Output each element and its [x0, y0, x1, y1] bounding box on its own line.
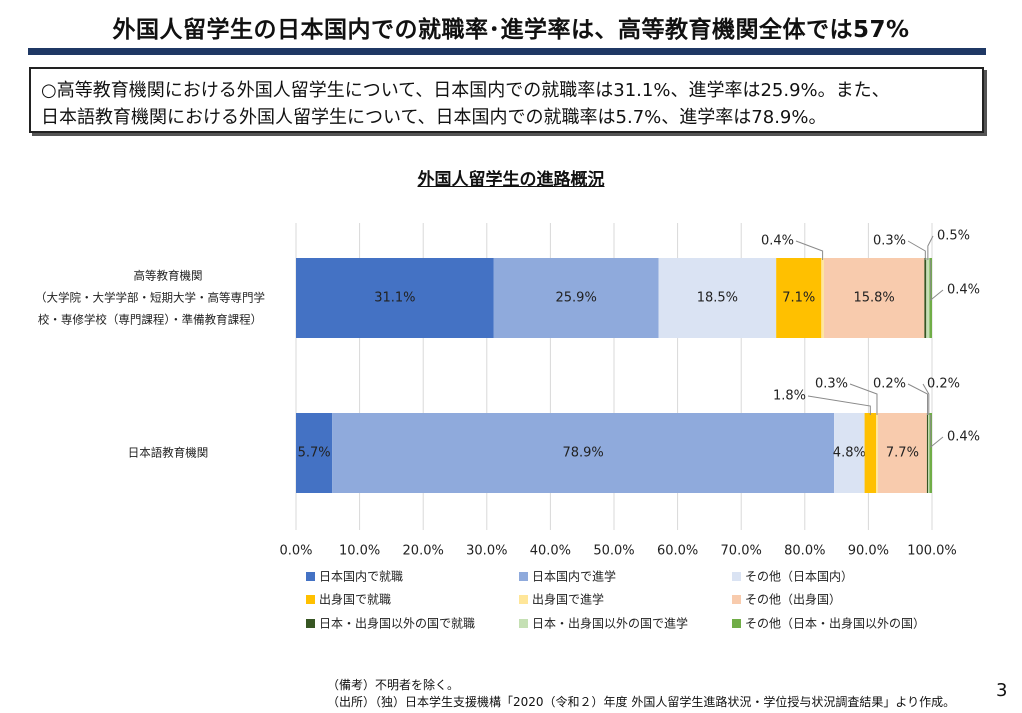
summary-line-1: ○高等教育機関における外国人留学生について、日本国内での就職率は31.1%、進学… [41, 80, 890, 101]
legend-label: その他（日本国内） [745, 570, 853, 584]
legend-label: その他（出身国） [745, 592, 841, 607]
bar-segment [928, 413, 930, 493]
legend-swatch [306, 572, 315, 581]
leader-line [907, 240, 926, 260]
page-title: 外国人留学生の日本国内での就職率･進学率は、高等教育機関全体では57% [112, 17, 910, 43]
category-label: 高等教育機関 [134, 269, 203, 283]
data-label: 0.2% [927, 377, 960, 392]
category-label: 校・専修学校（専門課程）・準備教育課程） [38, 313, 262, 327]
legend-label: 日本・出身国以外の国で就職 [319, 616, 475, 631]
legend-swatch [732, 572, 741, 581]
bar-segment [823, 258, 925, 338]
bar-segment [876, 413, 878, 493]
data-label: 7.1% [782, 291, 815, 306]
data-label: 25.9% [556, 291, 597, 306]
bar-segment [296, 413, 333, 493]
legend-swatch [519, 572, 528, 581]
data-label: 7.7% [886, 446, 919, 461]
bar-segment [834, 413, 865, 493]
legend-label: 日本国内で就職 [319, 570, 403, 584]
page-number: 3 [996, 680, 1008, 701]
bar-segment [926, 413, 929, 493]
data-label: 18.5% [697, 291, 738, 306]
data-label: 31.1% [374, 291, 415, 306]
data-label: 1.8% [773, 389, 806, 404]
leader-line [930, 260, 944, 302]
x-tick-label: 20.0% [403, 544, 444, 559]
x-tick-label: 40.0% [530, 544, 571, 559]
legend-swatch [732, 595, 741, 604]
bar-segment [296, 258, 494, 338]
chart-title: 外国人留学生の進路概況 [417, 170, 605, 190]
data-label: 0.3% [815, 377, 848, 392]
x-tick-label: 100.0% [907, 544, 957, 559]
bar-segment [877, 413, 927, 493]
bar-segment [924, 258, 927, 338]
x-tick-label: 90.0% [848, 544, 889, 559]
bar-segment [493, 258, 659, 338]
bar-segment [658, 258, 777, 338]
data-label: 0.4% [947, 283, 980, 298]
bar-segment [926, 258, 930, 338]
data-label: 0.5% [937, 229, 970, 244]
data-label: 5.7% [298, 446, 331, 461]
data-label: 15.8% [853, 291, 894, 306]
data-label: 0.4% [761, 234, 794, 249]
bar-segment [864, 413, 877, 493]
bar-segment [332, 413, 835, 493]
x-tick-label: 60.0% [657, 544, 698, 559]
category-label: 日本語教育機関 [128, 446, 209, 460]
bar-segment [776, 258, 822, 338]
x-tick-label: 50.0% [593, 544, 634, 559]
x-tick-label: 0.0% [279, 544, 312, 559]
title-underline [28, 48, 986, 55]
data-label: 0.4% [947, 430, 980, 445]
data-label: 78.9% [562, 446, 603, 461]
legend-swatch [519, 619, 528, 628]
summary-box: ○高等教育機関における外国人留学生について、日本国内での就職率は31.1%、進学… [29, 67, 984, 133]
bar-segment [821, 258, 824, 338]
x-tick-label: 30.0% [466, 544, 507, 559]
summary-line-2: 日本語教育機関における外国人留学生について、日本国内での就職率は5.7%、進学率… [41, 107, 827, 128]
legend-swatch [519, 595, 528, 604]
leader-line [907, 383, 929, 415]
footnote-source: （出所）（独）日本学生支援機構「2020（令和２）年度 外国人留学生進路状況・学… [327, 695, 956, 709]
leader-line [795, 240, 824, 260]
leader-line [807, 395, 871, 415]
category-label: （大学院・大学学部・短期大学・高等専門学 [35, 291, 265, 305]
bar-segment [929, 413, 932, 493]
legend-label: 出身国で就職 [319, 592, 391, 607]
leader-line [849, 383, 878, 415]
x-tick-label: 10.0% [339, 544, 380, 559]
legend-swatch [306, 619, 315, 628]
leader-line [922, 383, 930, 415]
data-label: 0.3% [873, 234, 906, 249]
x-tick-label: 70.0% [721, 544, 762, 559]
legend-label: 出身国で進学 [532, 592, 604, 607]
legend-label: 日本・出身国以外の国で進学 [532, 616, 688, 631]
leader-line [930, 415, 944, 449]
footnote-remarks: （備考）不明者を除く。 [327, 678, 460, 692]
legend-label: その他（日本・出身国以外の国） [745, 616, 925, 631]
data-label: 4.8% [833, 446, 866, 461]
leader-line [927, 235, 934, 260]
legend-swatch [732, 619, 741, 628]
x-tick-label: 80.0% [784, 544, 825, 559]
data-label: 0.2% [873, 377, 906, 392]
legend-label: 日本国内で進学 [532, 569, 616, 584]
legend-swatch [306, 595, 315, 604]
